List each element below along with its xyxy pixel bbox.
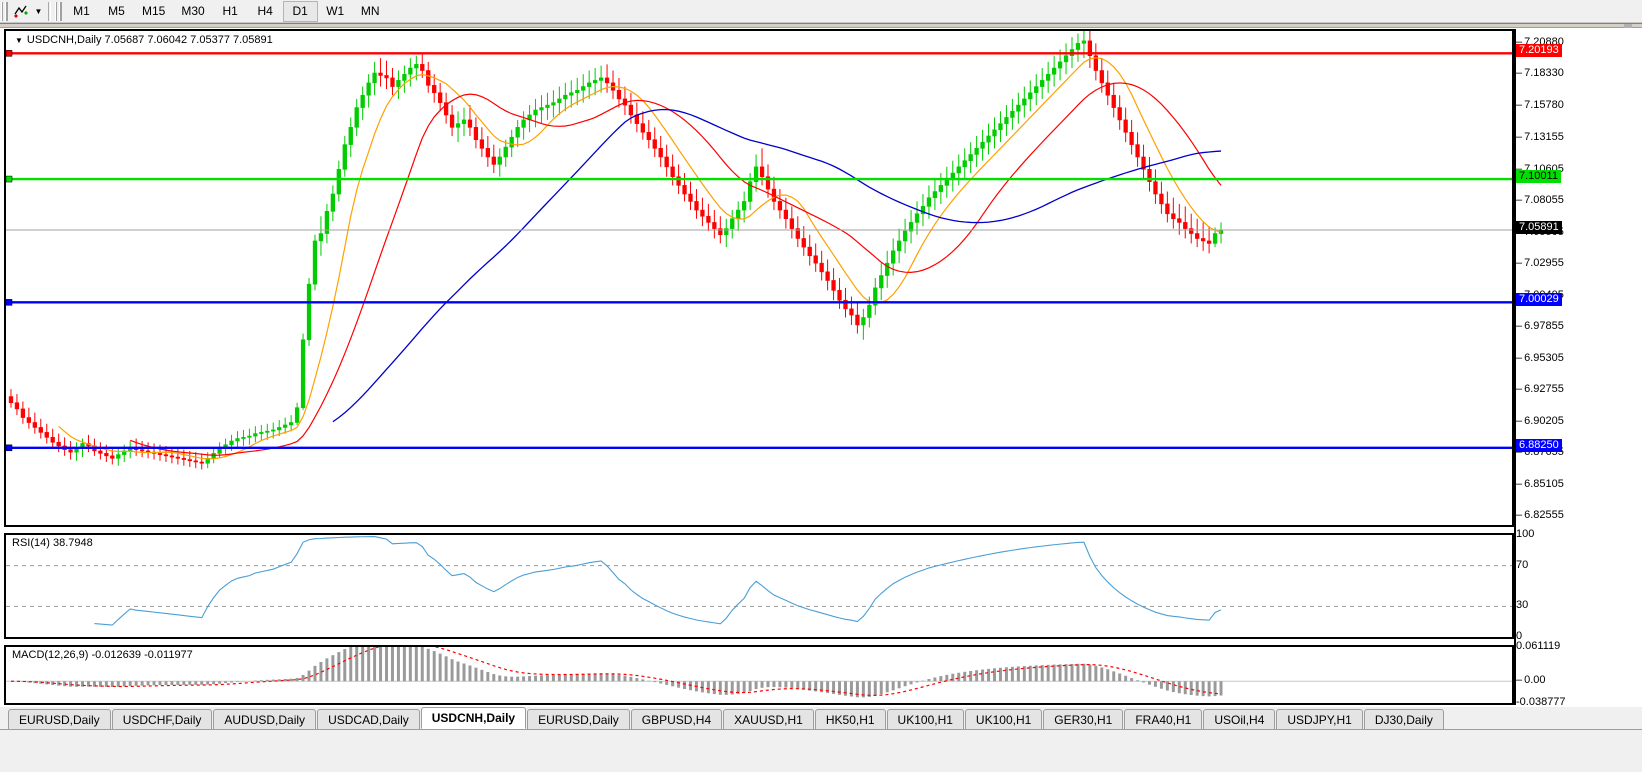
- price-axis-tick: –7.10605: [1516, 162, 1564, 175]
- timeframe-button-m1[interactable]: M1: [73, 4, 90, 18]
- price-axis-tick: –6.87655: [1516, 446, 1564, 459]
- timeframe-button-m5[interactable]: M5: [108, 4, 125, 18]
- price-axis-tick: –7.13155: [1516, 131, 1564, 144]
- chart-tab-audusd-daily[interactable]: AUDUSD,Daily: [213, 709, 317, 729]
- chart-tab-gbpusd-h4[interactable]: GBPUSD,H4: [630, 709, 723, 729]
- resistance-line-price-badge[interactable]: 7.20193: [1516, 44, 1562, 58]
- toolbar: ▼ M1 M5 M15 M30 H1 H4 D1 W1 MN: [0, 0, 1642, 23]
- rsi-panel[interactable]: RSI(14) 38.7948: [4, 533, 1514, 639]
- blue-level-lower-price-badge[interactable]: 6.88250: [1516, 438, 1562, 452]
- price-axis-line: [1514, 29, 1516, 705]
- chart-tab-uk100-h1[interactable]: UK100,H1: [886, 709, 964, 729]
- rsi-chart-svg: [6, 536, 1512, 626]
- macd-panel[interactable]: MACD(12,26,9) -0.012639 -0.011977: [4, 645, 1514, 705]
- price-chart-svg: [6, 31, 1512, 470]
- price-axis-tick: –6.97855: [1516, 320, 1564, 333]
- price-axis-tick: –7.18330: [1516, 67, 1564, 80]
- toolbar-grip[interactable]: [1, 1, 8, 21]
- rsi-axis-tick: 70: [1516, 558, 1529, 571]
- price-axis-tick: –6.85105: [1516, 477, 1564, 490]
- chart-tab-eurusd-daily[interactable]: EURUSD,Daily: [527, 709, 630, 729]
- rsi-axis-tick: 100: [1516, 528, 1535, 540]
- toolbar-separator: [48, 1, 51, 21]
- price-axis-tick: –6.95305: [1516, 351, 1564, 364]
- timeframe-button-mn[interactable]: MN: [360, 4, 380, 18]
- objects-icon[interactable]: [10, 1, 32, 21]
- chart-header-text: USDCNH,Daily 7.05687 7.06042 7.05377 7.0…: [26, 34, 273, 46]
- macd-axis-tick: -0.038777: [1516, 696, 1566, 708]
- current-price-badge[interactable]: 7.05891: [1516, 220, 1562, 234]
- timeframe-button-d1[interactable]: D1: [282, 0, 318, 22]
- timeframe-grip[interactable]: [55, 1, 62, 21]
- timeframe-button-w1[interactable]: W1: [326, 4, 345, 18]
- chart-tab-usdcnh-daily[interactable]: USDCNH,Daily: [420, 707, 527, 729]
- price-panel-inner: [6, 31, 1512, 525]
- rsi-panel-inner: [6, 535, 1512, 637]
- chart-tab-ger30-h1[interactable]: GER30,H1: [1043, 709, 1124, 729]
- chart-tab-xauusd-h1[interactable]: XAUUSD,H1: [723, 709, 814, 729]
- macd-chart-svg: [6, 647, 1512, 698]
- price-axis[interactable]: –7.20880 –7.18330 –7.15780 –7.13155 –7.10605…: [1516, 29, 1640, 708]
- chart-tab-usdchf-daily[interactable]: USDCHF,Daily: [111, 709, 213, 729]
- chart-tab-eurusd-daily[interactable]: EURUSD,Daily: [8, 709, 111, 729]
- green-level-price-badge[interactable]: 7.10011: [1516, 170, 1561, 184]
- chart-header: ▼ USDCNH,Daily 7.05687 7.06042 7.05377 7…: [14, 34, 274, 46]
- timeframe-group: M1 M5 M15 M30 H1 H4 D1 W1 MN: [64, 0, 388, 22]
- price-axis-tick: –6.82555: [1516, 509, 1564, 522]
- price-axis-tick: –7.20880: [1516, 35, 1564, 48]
- price-panel[interactable]: ▼ USDCNH,Daily 7.05687 7.06042 7.05377 7…: [4, 29, 1514, 527]
- chart-tabstrip: EURUSD,Daily USDCHF,Daily AUDUSD,Daily USDC…: [0, 707, 1642, 730]
- chart-tab-usdcad-daily[interactable]: USDCAD,Daily: [317, 709, 420, 729]
- chart-header-caret-icon[interactable]: ▼: [15, 35, 23, 45]
- price-axis-tick: –7.15780: [1516, 98, 1564, 111]
- chart-tab-hk50-h1[interactable]: HK50,H1: [814, 709, 886, 729]
- macd-axis-tick: –0.00: [1516, 674, 1546, 687]
- macd-panel-inner: [6, 647, 1512, 703]
- objects-dropdown-caret-icon[interactable]: ▼: [34, 6, 43, 16]
- chart-tabbar: EURUSD,Daily USDCHF,Daily AUDUSD,Daily USDC…: [0, 706, 1642, 772]
- timeframe-button-m15[interactable]: M15: [142, 4, 166, 18]
- chart-tab-usoil-h4[interactable]: USOil,H4: [1203, 709, 1276, 729]
- timeframe-button-h4[interactable]: H4: [257, 4, 273, 18]
- rsi-axis-tick: 30: [1516, 599, 1529, 612]
- horizontal-scrollbar[interactable]: [0, 24, 1642, 28]
- price-axis-tick: –7.08055: [1516, 194, 1564, 207]
- price-axis-tick: –6.92755: [1516, 383, 1564, 396]
- rsi-label: RSI(14) 38.7948: [11, 537, 94, 549]
- price-axis-tick: –7.02955: [1516, 257, 1564, 270]
- scrollbar-thumb[interactable]: [1624, 24, 1632, 28]
- macd-label: MACD(12,26,9) -0.012639 -0.011977: [11, 649, 194, 661]
- chart-tab-usdjpy-h1[interactable]: USDJPY,H1: [1276, 709, 1363, 729]
- blue-level-upper-price-badge[interactable]: 7.00029: [1516, 293, 1562, 307]
- chart-area[interactable]: ▼ USDCNH,Daily 7.05687 7.06042 7.05377 7…: [0, 23, 1642, 727]
- rsi-axis-tick: 0: [1516, 630, 1523, 642]
- chart-tab-dj30-daily[interactable]: DJ30,Daily: [1363, 709, 1444, 729]
- timeframe-button-h1[interactable]: H1: [222, 4, 238, 18]
- chart-tab-uk100-h1[interactable]: UK100,H1: [964, 709, 1043, 729]
- price-axis-tick: –6.90205: [1516, 414, 1564, 427]
- chart-tab-fra40-h1[interactable]: FRA40,H1: [1124, 709, 1203, 729]
- timeframe-button-m30[interactable]: M30: [181, 4, 205, 18]
- macd-axis-tick: 0.061119: [1516, 640, 1561, 652]
